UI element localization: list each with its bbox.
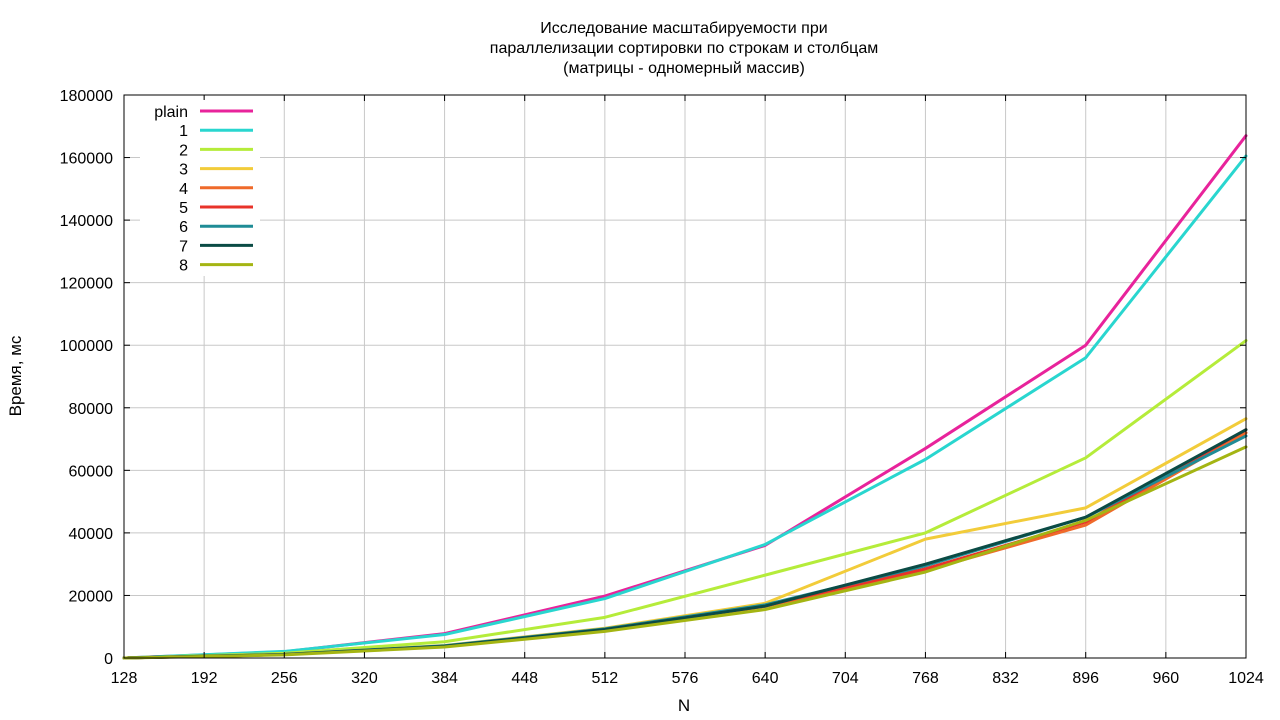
y-tick-label: 60000	[69, 463, 114, 480]
x-tick-label: 256	[271, 670, 298, 687]
chart-title-line-2: параллелизации сортировки по строкам и с…	[490, 40, 878, 57]
y-tick-label: 0	[104, 651, 113, 668]
legend-label-7: 7	[179, 238, 188, 255]
legend: plain 1 2 3 4 5 6 7 8	[140, 100, 260, 276]
chart-title-line-3: (матрицы - одномерный массив)	[563, 60, 805, 77]
x-tick-label: 320	[351, 670, 378, 687]
x-tick-label: 512	[592, 670, 619, 687]
y-tick-label: 160000	[60, 151, 113, 168]
x-tick-label: 960	[1153, 670, 1180, 687]
legend-label-1: 1	[179, 123, 188, 140]
x-tick-label: 384	[431, 670, 458, 687]
grid	[123, 94, 1247, 659]
y-axis-label: Время, мс	[6, 335, 25, 416]
y-tick-label: 120000	[60, 276, 113, 293]
x-tick-label: 704	[832, 670, 859, 687]
y-tick-label: 40000	[69, 526, 114, 543]
legend-label-2: 2	[179, 142, 188, 159]
x-tick-label: 1024	[1228, 670, 1264, 687]
x-tick-label: 576	[672, 670, 699, 687]
legend-label-8: 8	[179, 258, 188, 275]
y-tick-label: 20000	[69, 588, 114, 605]
chart-title: Исследование масштабируемости при паралл…	[490, 20, 878, 77]
y-tick-label: 180000	[60, 88, 113, 105]
x-tick-label: 768	[912, 670, 939, 687]
x-tick-label: 896	[1072, 670, 1099, 687]
legend-label-3: 3	[179, 162, 188, 179]
legend-label-4: 4	[179, 181, 188, 198]
y-tick-label: 80000	[69, 401, 114, 418]
legend-label-6: 6	[179, 219, 188, 236]
chart-title-line-1: Исследование масштабируемости при	[540, 20, 827, 37]
x-axis-ticks: 128 192 256 320 384 448 512 576 640 704 768 832 896 9…	[111, 95, 1264, 687]
legend-label-0: plain	[154, 104, 188, 121]
x-axis-label: N	[678, 696, 690, 715]
x-tick-label: 448	[511, 670, 538, 687]
x-tick-label: 192	[191, 670, 218, 687]
x-tick-label: 640	[752, 670, 779, 687]
x-tick-label: 832	[992, 670, 1019, 687]
y-axis-ticks: 0 20000 40000 60000 80000 100000 120000 140000 1…	[60, 88, 1246, 668]
plot-series	[122, 134, 1248, 660]
y-tick-label: 140000	[60, 213, 113, 230]
series-line-8	[122, 445, 1248, 660]
x-tick-label: 128	[111, 670, 138, 687]
y-tick-label: 100000	[60, 338, 113, 355]
legend-label-5: 5	[179, 200, 188, 217]
series-line-1	[122, 154, 1248, 660]
